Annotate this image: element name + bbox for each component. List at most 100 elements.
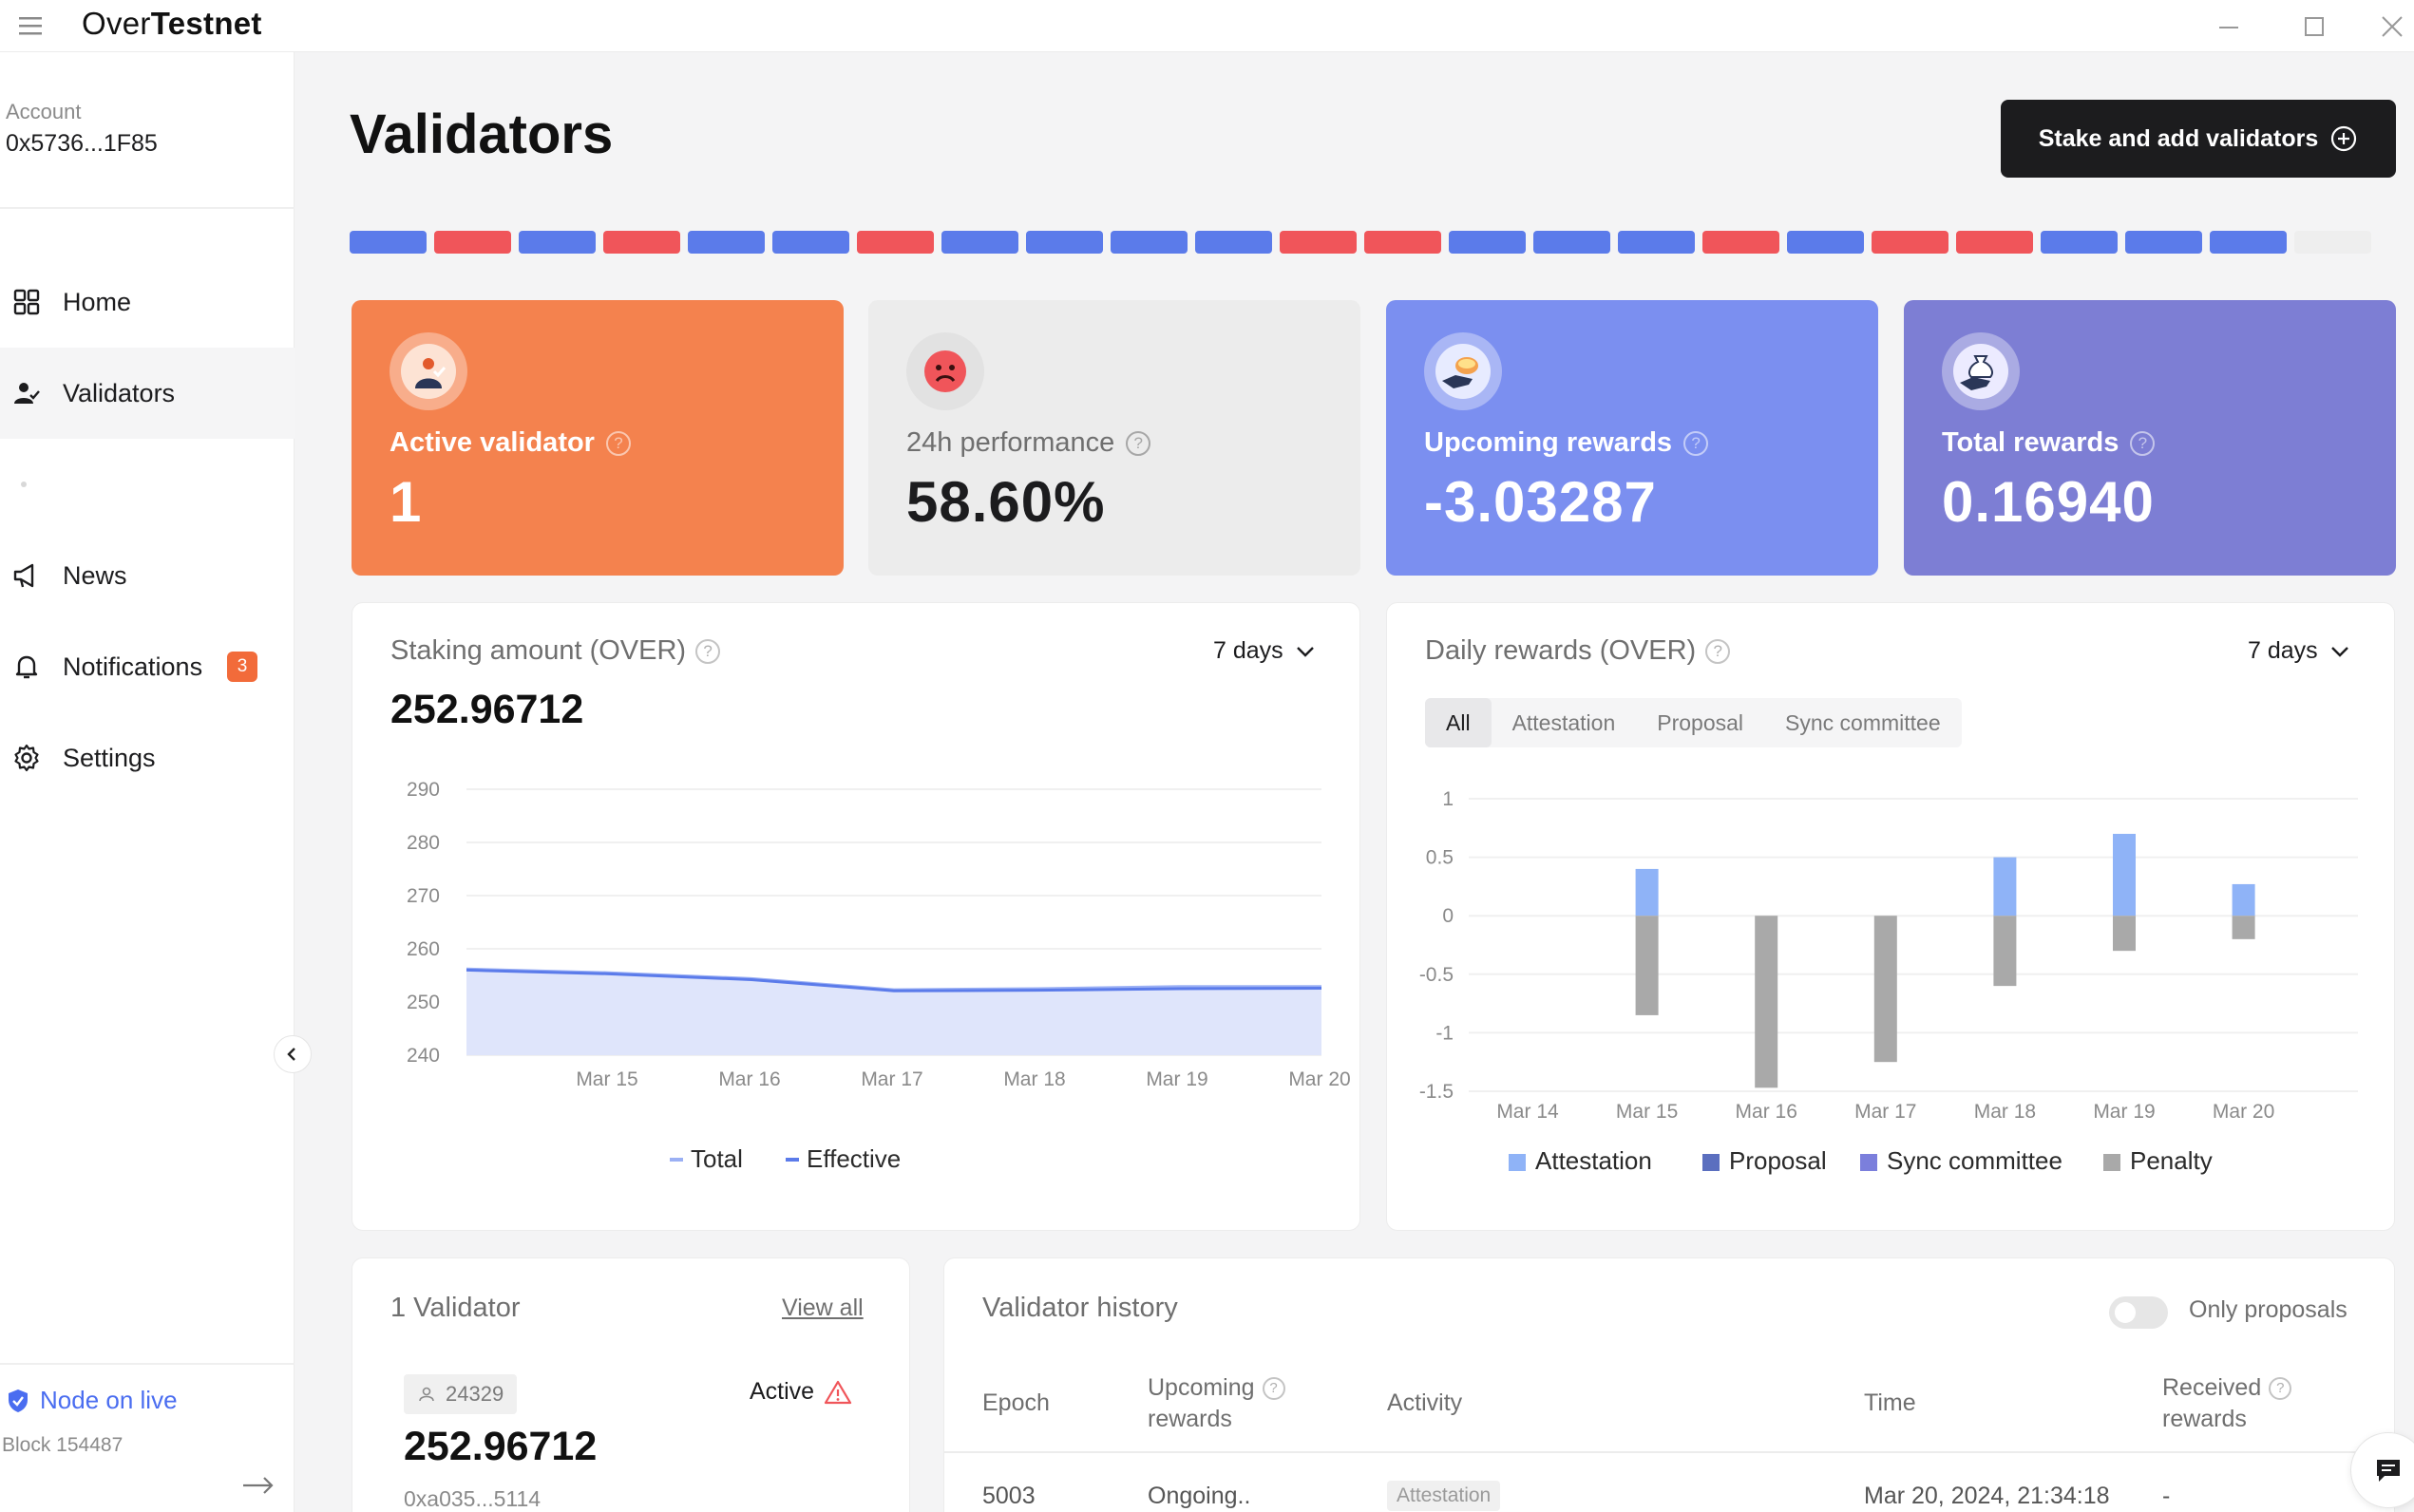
node-status-text: Node on live <box>40 1386 178 1414</box>
sidebar: Account 0x5736...1F85 Home Validators Ne… <box>0 52 295 1512</box>
col-activity: Activity <box>1387 1389 1463 1416</box>
rewards-range-select[interactable]: 7 days <box>2248 637 2352 665</box>
minimize-icon[interactable] <box>2210 8 2248 46</box>
app-title: OverTestnet <box>82 6 262 41</box>
chat-icon <box>2377 1460 2400 1482</box>
sidebar-item-settings[interactable]: Settings <box>0 712 295 803</box>
help-icon[interactable]: ? <box>1705 638 1731 664</box>
performance-segment <box>2294 231 2371 254</box>
performance-segment <box>1026 231 1103 254</box>
help-icon[interactable]: ? <box>2130 430 2156 456</box>
gear-icon <box>14 744 39 772</box>
help-icon[interactable]: ? <box>695 638 721 664</box>
performance-segment <box>519 231 596 254</box>
performance-segment <box>434 231 511 254</box>
sidebar-item-label: Notifications <box>63 652 203 681</box>
sidebar-item-label: Home <box>63 287 132 316</box>
notification-count-badge: 3 <box>227 652 258 682</box>
sidebar-item-home[interactable]: Home <box>0 256 295 348</box>
staking-range-select[interactable]: 7 days <box>1213 637 1318 665</box>
legend-swatch <box>1860 1154 1877 1171</box>
staking-amount-value: 252.96712 <box>390 687 584 732</box>
performance-segment <box>1618 231 1695 254</box>
view-all-link[interactable]: View all <box>782 1295 864 1321</box>
only-proposals-toggle[interactable] <box>2109 1296 2168 1329</box>
performance-segment <box>1787 231 1864 254</box>
help-icon[interactable]: ? <box>2269 1376 2292 1400</box>
stat-card-active-validator: Active validator? 1 <box>352 300 844 576</box>
attestation-bar <box>2113 833 2136 917</box>
validator-avatar-icon <box>390 332 467 410</box>
arrow-right-icon[interactable] <box>239 1471 277 1500</box>
legend-label: Effective <box>807 1144 901 1173</box>
stake-add-validators-button[interactable]: Stake and add validators <box>2001 100 2396 178</box>
chevron-left-icon <box>287 1048 295 1061</box>
tab-all[interactable]: All <box>1425 698 1492 747</box>
y-tick-label: 250 <box>407 992 440 1013</box>
account-panel[interactable]: Account 0x5736...1F85 <box>0 52 295 209</box>
maximize-icon[interactable] <box>2295 8 2333 46</box>
tab-attestation[interactable]: Attestation <box>1511 709 1616 735</box>
col-time: Time <box>1864 1389 1916 1416</box>
user-icon <box>419 1387 434 1402</box>
stat-value: 58.60% <box>906 470 1106 534</box>
node-live-indicator[interactable]: Node on live <box>6 1386 178 1415</box>
validator-status-text: Active <box>750 1378 815 1405</box>
performance-segment <box>1364 231 1441 254</box>
sidebar-item-label: Settings <box>63 743 156 772</box>
sidebar-item-news[interactable]: News <box>0 530 295 621</box>
close-icon[interactable] <box>2373 8 2411 46</box>
cell-upcoming: Ongoing.. <box>1148 1483 1251 1509</box>
x-tick-label: Mar 19 <box>1146 1068 1207 1090</box>
collapse-sidebar-button[interactable] <box>274 1035 312 1073</box>
warning-icon[interactable] <box>824 1379 852 1406</box>
legend-label: Penalty <box>2130 1146 2213 1175</box>
cell-time: Mar 20, 2024, 21:34:18 <box>1864 1483 2110 1509</box>
sidebar-divider-dot <box>21 482 27 487</box>
user-check-icon <box>14 383 40 404</box>
hamburger-menu-icon[interactable] <box>15 9 48 42</box>
stat-label: 24h performance? <box>906 427 1151 459</box>
performance-strip <box>350 231 2388 254</box>
page-title: Validators <box>350 104 614 165</box>
stat-value: 0.16940 <box>1942 470 2155 534</box>
y-tick-label: -1 <box>1435 1022 1454 1044</box>
help-icon[interactable]: ? <box>1126 430 1151 456</box>
performance-segment <box>2210 231 2287 254</box>
performance-segment <box>1280 231 1357 254</box>
attestation-bar <box>1993 857 2017 917</box>
sidebar-item-validators[interactable]: Validators <box>0 348 295 439</box>
rewards-title: Daily rewards (OVER)? <box>1425 635 1731 667</box>
y-tick-label: 0 <box>1442 905 1454 927</box>
tab-sync-committee[interactable]: Sync committee <box>1785 709 1941 735</box>
stat-value: 1 <box>390 470 423 534</box>
chevron-down-icon <box>1296 646 1314 657</box>
penalty-bar <box>1635 916 1659 1015</box>
validator-index: 24329 <box>446 1382 504 1406</box>
validator-status: Active <box>750 1378 852 1406</box>
tab-proposal[interactable]: Proposal <box>1657 709 1744 735</box>
help-icon[interactable]: ? <box>1683 430 1709 456</box>
y-tick-label: -1.5 <box>1419 1081 1454 1103</box>
toggle-knob <box>2115 1302 2136 1323</box>
history-title: Validator history <box>982 1293 1178 1323</box>
series-effective-line <box>466 968 1322 992</box>
activity-chip: Attestation <box>1387 1481 1501 1511</box>
legend-label: Sync committee <box>1887 1146 2062 1175</box>
help-icon[interactable]: ? <box>1262 1376 1285 1400</box>
performance-segment <box>1195 231 1272 254</box>
daily-rewards-panel: Daily rewards (OVER)? 7 days All Attesta… <box>1386 602 2395 1231</box>
toggle-label: Only proposals <box>2189 1296 2347 1323</box>
penalty-bar <box>1873 916 1897 1063</box>
account-address: 0x5736...1F85 <box>6 130 158 157</box>
money-bag-hand-icon <box>1942 332 2020 410</box>
y-tick-label: 0.5 <box>1426 847 1454 869</box>
staking-amount-panel: Staking amount (OVER)? 7 days 252.96712 … <box>352 602 1360 1231</box>
validator-list-panel: 1 Validator View all 24329 Active 252.96… <box>352 1257 910 1512</box>
legend-label: Total <box>691 1144 743 1173</box>
bell-icon <box>15 655 38 679</box>
sidebar-item-notifications[interactable]: Notifications 3 <box>0 621 295 712</box>
help-icon[interactable]: ? <box>605 430 631 456</box>
legend-label: Proposal <box>1729 1146 1827 1175</box>
chat-button[interactable] <box>2350 1432 2414 1508</box>
